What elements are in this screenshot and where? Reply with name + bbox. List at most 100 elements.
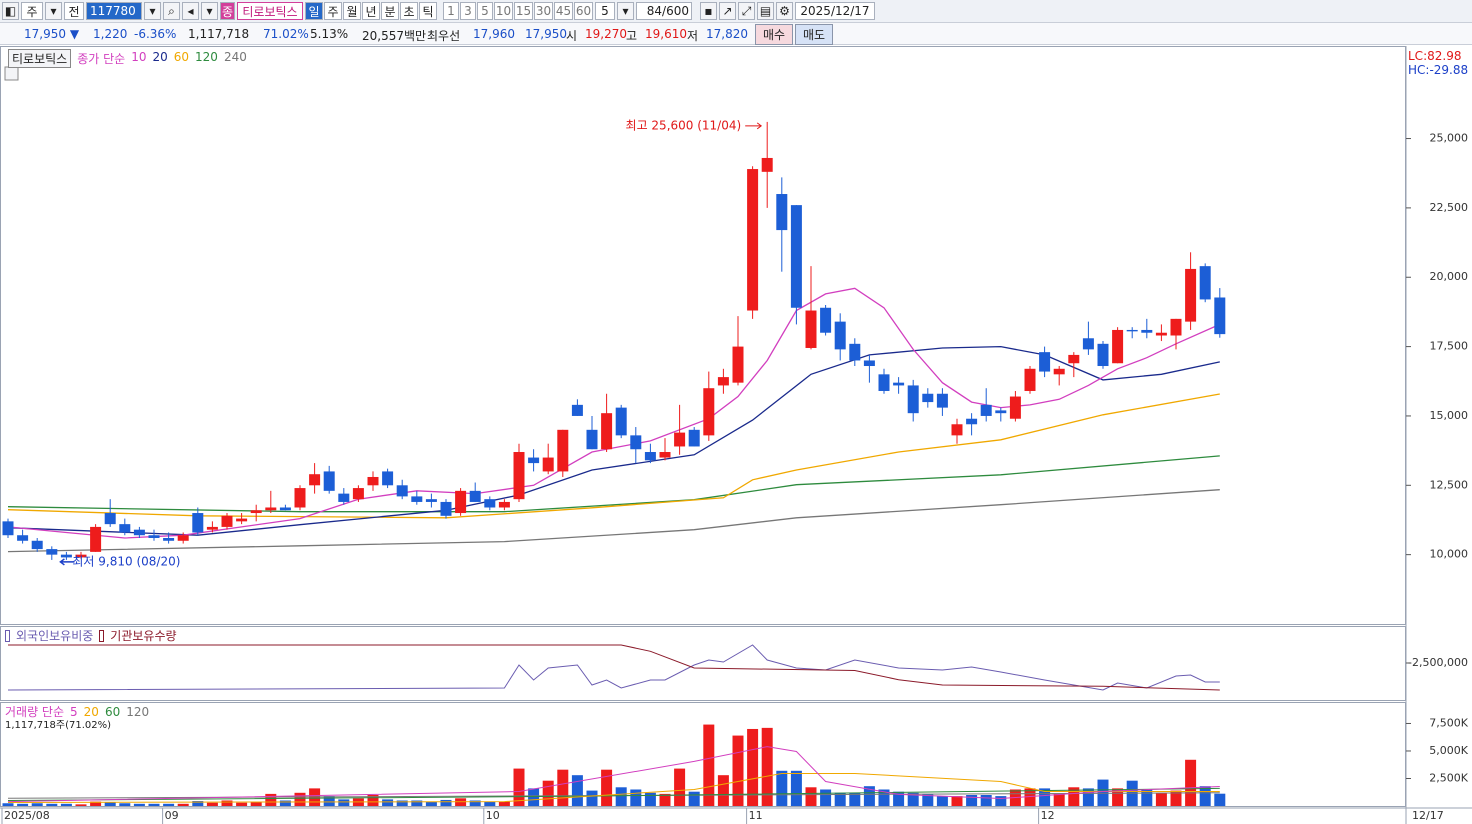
candle-body [265,507,277,511]
interval-tab[interactable]: 틱 [419,2,437,20]
settings-icon[interactable]: ⚙ [776,2,793,20]
bars-max: /600 [662,4,689,18]
candle-body [995,410,1007,414]
menu-icon[interactable]: ◧ [2,2,19,20]
candle-body [455,490,467,514]
volume-bar [17,803,29,806]
volume-bar [805,787,817,806]
high-label: 고 [626,29,638,43]
prev-button[interactable]: 전 [64,2,84,20]
count-tab[interactable]: 45 [554,2,573,20]
candle-body [440,501,452,516]
market-select[interactable]: 주 [21,2,43,20]
sound-icon[interactable]: ◂ [182,2,199,20]
panel-icon[interactable] [4,66,19,81]
volume-bar [922,793,934,806]
candle-body [367,476,379,486]
candle-body [1039,352,1051,372]
count-tab[interactable]: 5 [477,2,493,20]
volume-bar [1199,786,1211,806]
legend-item: 120 [126,704,150,719]
dropdown[interactable]: ▾ [144,2,161,20]
interval-tab[interactable]: 년 [362,2,380,20]
date-input[interactable]: 2025/12/17 [795,2,875,20]
stock-name[interactable]: 티로보틱스 [237,2,303,20]
volume-bar [703,724,715,806]
interval-tab[interactable]: 초 [400,2,418,20]
candle-body [221,515,233,527]
bar-count[interactable]: 84/600 [636,2,692,20]
volume-bar [761,727,773,806]
candle-body [922,393,934,403]
interval-tab[interactable]: 주 [324,2,342,20]
change: 1,220 [93,27,128,41]
tool-icon[interactable]: ⤢ [738,2,755,20]
volume-bar [236,802,248,806]
volume-bar [980,794,992,806]
count-tab[interactable]: 60 [574,2,593,20]
count-tab[interactable]: 15 [514,2,533,20]
annotation: 최고 25,600 (11/04) [626,118,742,132]
candle-body [1053,368,1065,375]
volume-bar [1170,790,1182,806]
count-tab[interactable]: 30 [534,2,553,20]
candle-body [1170,318,1182,336]
interval-tab[interactable]: 일 [305,2,323,20]
legend-items: 5 20 60 120 [70,705,149,719]
candle-body [776,194,788,231]
legend-item: 기관보유수량 [110,629,177,643]
tool-icon[interactable]: ↗ [719,2,736,20]
candle-body [352,488,364,500]
interval-tab[interactable]: 월 [343,2,361,20]
volume-bar [513,768,525,806]
candle-body [586,429,598,450]
candle-body [980,404,992,416]
legend-item: 20 [83,704,99,719]
count-tab[interactable]: 3 [460,2,476,20]
dropdown[interactable]: ▾ [45,2,62,20]
candle-body [206,526,218,530]
bid: 17,950 [525,27,567,41]
volume-bar [425,801,437,806]
volume-bar [148,803,160,806]
tool-icon[interactable]: ▤ [757,2,774,20]
volume-bar [1039,788,1051,806]
code-input[interactable]: 117780 [86,2,142,20]
buy-button[interactable]: 매수 [755,24,794,45]
dropdown[interactable]: ▾ [201,2,218,20]
candle-body [659,452,671,458]
open: 19,270 [585,27,627,41]
candle-body [1024,368,1036,391]
change-sign: ▼ [69,27,80,41]
candle-body [688,429,700,447]
sell-button[interactable]: 매도 [795,24,834,45]
candle-body [1199,266,1211,300]
volume-bar [279,800,291,806]
x-end-label: 12/17 [1412,809,1444,822]
legend-swatch [99,629,105,642]
annotation: 최저 9,810 (08/20) [72,554,180,568]
count-input[interactable]: 5 [595,2,615,20]
tool-icon[interactable]: ▪ [700,2,717,20]
candle-body [644,452,656,461]
count-tab[interactable]: 1 [443,2,459,20]
search-icon[interactable]: ⌕ [163,2,180,20]
legend-item: 60 [104,704,121,719]
candle-body [396,485,408,497]
candle-body [75,554,87,558]
best-label: 최우선 [427,29,461,43]
volume-bar [820,789,832,806]
interval-tab[interactable]: 분 [381,2,399,20]
dropdown[interactable]: ▾ [617,2,634,20]
candle-body [834,321,846,350]
legend-item: 10 [131,50,147,64]
candle-body [119,524,131,533]
candle-body [294,488,306,508]
volume-bar [586,790,598,806]
candle-body [805,310,817,348]
y-tick-label: 22,500 [1430,201,1469,214]
count-tab[interactable]: 10 [494,2,513,20]
volume-bar [119,803,131,806]
volume-bar [995,796,1007,806]
